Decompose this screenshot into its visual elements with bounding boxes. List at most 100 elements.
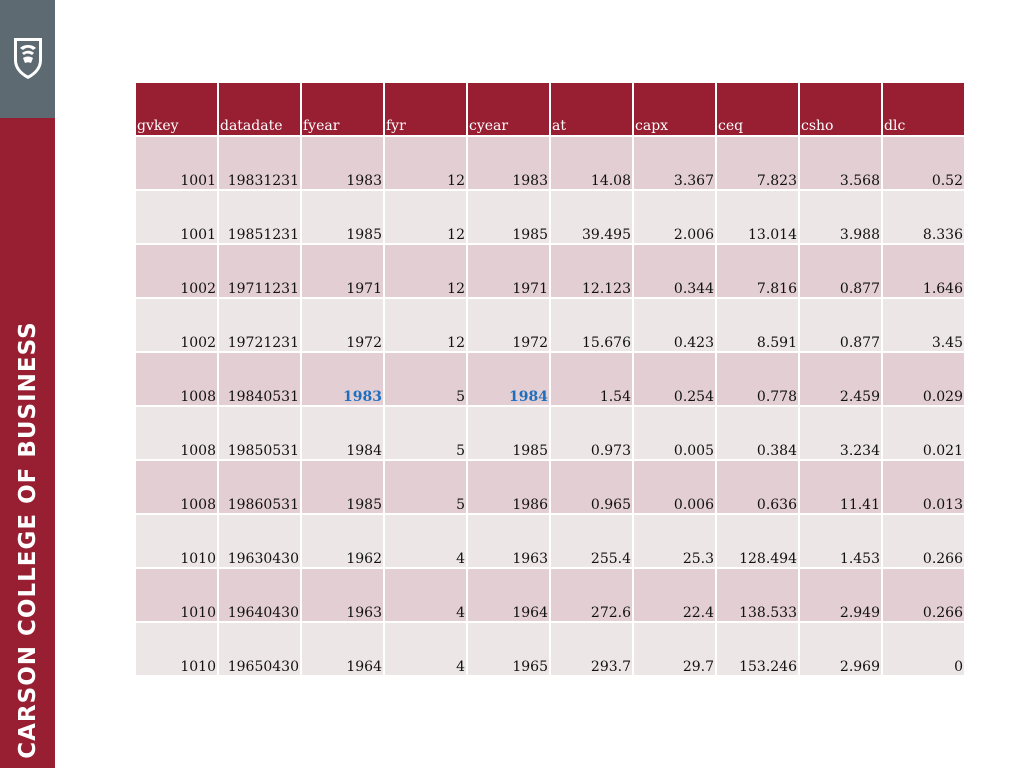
table-cell-datadate: 19840531 xyxy=(219,353,300,405)
table-cell-at: 12.123 xyxy=(551,245,632,297)
table-cell-at: 15.676 xyxy=(551,299,632,351)
table-cell-fyr: 5 xyxy=(385,353,466,405)
table-cell-datadate: 19711231 xyxy=(219,245,300,297)
table-cell-dlc: 3.45 xyxy=(883,299,964,351)
table-cell-ceq: 7.816 xyxy=(717,245,798,297)
table-row: 1010 19640430 1963 4 1964 272.6 22.4 138.533 2.9… xyxy=(136,569,964,621)
table-cell-csho: 3.988 xyxy=(800,191,881,243)
table-cell-cyear: 1971 xyxy=(468,245,549,297)
table-cell-fyear: 1971 xyxy=(302,245,383,297)
sidebar-crimson-panel xyxy=(0,118,55,768)
table-cell-fyr: 12 xyxy=(385,245,466,297)
table-cell-gvkey: 1010 xyxy=(136,623,217,675)
table-cell-cyear: 1985 xyxy=(468,407,549,459)
column-header-csho: csho xyxy=(800,83,881,135)
table-cell-dlc: 0.266 xyxy=(883,515,964,567)
table-row: 1002 19721231 1972 12 1972 15.676 0.423 8.591 0.… xyxy=(136,299,964,351)
table-cell-gvkey: 1001 xyxy=(136,137,217,189)
table-cell-gvkey: 1010 xyxy=(136,569,217,621)
table-cell-fyear: 1972 xyxy=(302,299,383,351)
column-header-capx: capx xyxy=(634,83,715,135)
table-cell-csho: 11.41 xyxy=(800,461,881,513)
table-cell-fyear: 1985 xyxy=(302,461,383,513)
table-cell-fyear: 1985 xyxy=(302,191,383,243)
table-cell-capx: 29.7 xyxy=(634,623,715,675)
table-row: 1008 19840531 1983 5 1984 1.54 0.254 0.778 2.459… xyxy=(136,353,964,405)
table-row: 1001 19831231 1983 12 1983 14.08 3.367 7.823 3.5… xyxy=(136,137,964,189)
table-cell-gvkey: 1008 xyxy=(136,353,217,405)
table-cell-capx: 0.254 xyxy=(634,353,715,405)
table-cell-fyr: 12 xyxy=(385,299,466,351)
table-cell-ceq: 0.384 xyxy=(717,407,798,459)
table-cell-at: 39.495 xyxy=(551,191,632,243)
table-cell-dlc: 0.013 xyxy=(883,461,964,513)
table-cell-datadate: 19650430 xyxy=(219,623,300,675)
table-cell-fyr: 5 xyxy=(385,407,466,459)
column-header-at: at xyxy=(551,83,632,135)
table-cell-fyear: 1984 xyxy=(302,407,383,459)
column-header-cyear: cyear xyxy=(468,83,549,135)
sidebar-logo-panel xyxy=(0,0,55,118)
table-cell-at: 14.08 xyxy=(551,137,632,189)
table-cell-datadate: 19640430 xyxy=(219,569,300,621)
table-cell-gvkey: 1001 xyxy=(136,191,217,243)
table-row: 1010 19650430 1964 4 1965 293.7 29.7 153.246 2.9… xyxy=(136,623,964,675)
table-cell-cyear: 1964 xyxy=(468,569,549,621)
table-cell-capx: 0.005 xyxy=(634,407,715,459)
column-header-fyear: fyear xyxy=(302,83,383,135)
table-cell-gvkey: 1008 xyxy=(136,407,217,459)
table-cell-fyear: 1963 xyxy=(302,569,383,621)
table-cell-capx: 0.423 xyxy=(634,299,715,351)
data-table: gvkey datadate fyear fyr cyear at capx ceq csho d… xyxy=(134,81,966,677)
column-header-ceq: ceq xyxy=(717,83,798,135)
column-header-gvkey: gvkey xyxy=(136,83,217,135)
table-cell-datadate: 19860531 xyxy=(219,461,300,513)
table-cell-capx: 0.344 xyxy=(634,245,715,297)
table-row: 1002 19711231 1971 12 1971 12.123 0.344 7.816 0.… xyxy=(136,245,964,297)
table-cell-csho: 2.949 xyxy=(800,569,881,621)
table-row: 1008 19850531 1984 5 1985 0.973 0.005 0.384 3.23… xyxy=(136,407,964,459)
table-cell-dlc: 0.029 xyxy=(883,353,964,405)
table-cell-dlc: 8.336 xyxy=(883,191,964,243)
table-cell-gvkey: 1010 xyxy=(136,515,217,567)
table-cell-datadate: 19721231 xyxy=(219,299,300,351)
table-cell-ceq: 8.591 xyxy=(717,299,798,351)
table-cell-ceq: 13.014 xyxy=(717,191,798,243)
column-header-datadate: datadate xyxy=(219,83,300,135)
column-header-dlc: dlc xyxy=(883,83,964,135)
table-cell-dlc: 0 xyxy=(883,623,964,675)
table-cell-datadate: 19630430 xyxy=(219,515,300,567)
table-cell-csho: 3.234 xyxy=(800,407,881,459)
table-row: 1008 19860531 1985 5 1986 0.965 0.006 0.636 11.4… xyxy=(136,461,964,513)
table-cell-cyear: 1985 xyxy=(468,191,549,243)
table-cell-ceq: 0.778 xyxy=(717,353,798,405)
table-cell-datadate: 19850531 xyxy=(219,407,300,459)
table-cell-ceq: 128.494 xyxy=(717,515,798,567)
table-cell-gvkey: 1008 xyxy=(136,461,217,513)
table-cell-dlc: 0.021 xyxy=(883,407,964,459)
table-header-row: gvkey datadate fyear fyr cyear at capx ceq csho d… xyxy=(136,83,964,135)
table-cell-fyr: 12 xyxy=(385,137,466,189)
table-cell-ceq: 138.533 xyxy=(717,569,798,621)
column-header-fyr: fyr xyxy=(385,83,466,135)
college-name: CARSON COLLEGE OF BUSINESS xyxy=(15,321,41,759)
table-cell-at: 1.54 xyxy=(551,353,632,405)
table-cell-at: 255.4 xyxy=(551,515,632,567)
table-cell-ceq: 153.246 xyxy=(717,623,798,675)
table-cell-gvkey: 1002 xyxy=(136,299,217,351)
table-cell-datadate: 19831231 xyxy=(219,137,300,189)
table-cell-at: 0.973 xyxy=(551,407,632,459)
table-cell-fyr: 12 xyxy=(385,191,466,243)
table-cell-cyear: 1983 xyxy=(468,137,549,189)
table-cell-capx: 0.006 xyxy=(634,461,715,513)
table-cell-cyear: 1963 xyxy=(468,515,549,567)
table-cell-at: 272.6 xyxy=(551,569,632,621)
table-cell-csho: 3.568 xyxy=(800,137,881,189)
table-cell-cyear: 1986 xyxy=(468,461,549,513)
table-cell-cyear: 1972 xyxy=(468,299,549,351)
table-cell-fyear: 1983 xyxy=(302,137,383,189)
table-cell-fyr: 4 xyxy=(385,515,466,567)
table-cell-csho: 0.877 xyxy=(800,299,881,351)
table-cell-csho: 2.459 xyxy=(800,353,881,405)
table-row: 1001 19851231 1985 12 1985 39.495 2.006 13.014 3… xyxy=(136,191,964,243)
